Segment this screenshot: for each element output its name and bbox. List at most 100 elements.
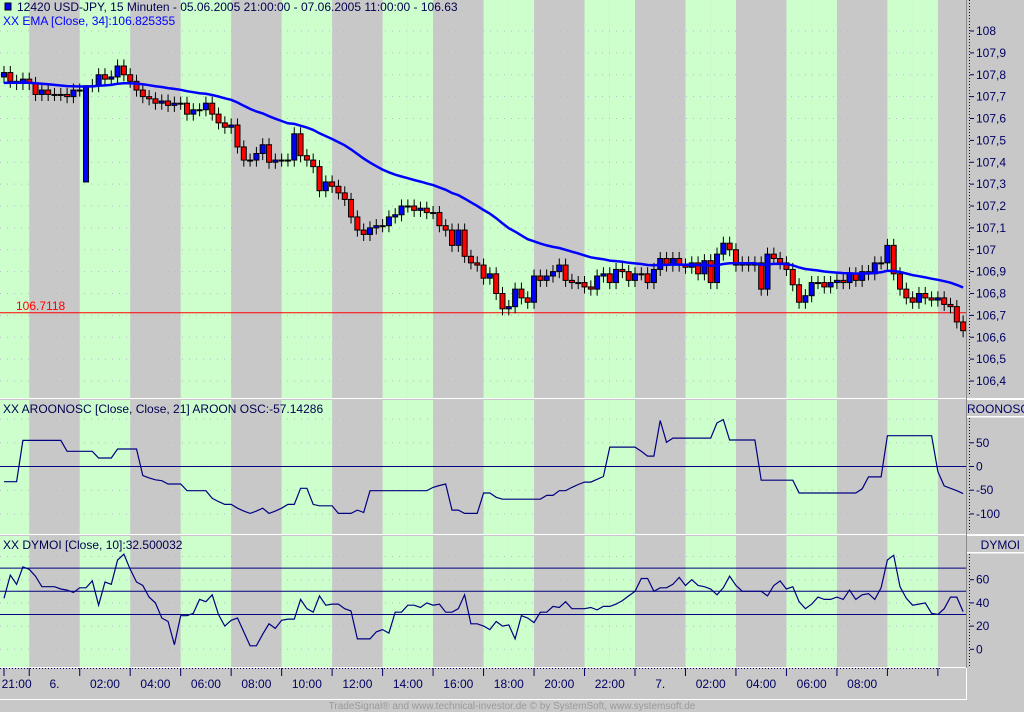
candle[interactable] (228, 118, 235, 134)
ema-line[interactable] (3, 81, 964, 289)
candle[interactable] (442, 219, 449, 237)
candle[interactable] (101, 68, 108, 86)
candle[interactable] (158, 94, 165, 110)
candle[interactable] (650, 262, 657, 290)
candle[interactable] (57, 87, 64, 101)
candle[interactable] (385, 210, 392, 233)
candle[interactable] (183, 96, 190, 121)
candle[interactable] (165, 94, 172, 112)
candle[interactable] (499, 286, 506, 316)
candle[interactable] (291, 127, 298, 167)
candle[interactable] (221, 116, 228, 134)
candle[interactable] (366, 221, 373, 241)
candle[interactable] (644, 267, 651, 290)
candle[interactable] (348, 192, 355, 224)
candle[interactable] (878, 256, 885, 270)
candle[interactable] (581, 276, 588, 294)
candle[interactable] (625, 265, 632, 287)
candle[interactable] (108, 70, 115, 86)
candle[interactable] (45, 83, 52, 102)
candle[interactable] (278, 153, 285, 167)
candle[interactable] (461, 223, 468, 263)
time-axis[interactable] (0, 668, 966, 699)
candle[interactable] (114, 59, 121, 84)
candle[interactable] (354, 210, 361, 237)
candle[interactable] (240, 140, 247, 167)
candle[interactable] (613, 262, 620, 290)
candle[interactable] (726, 236, 733, 257)
candle[interactable] (934, 291, 941, 307)
candle[interactable] (127, 68, 134, 88)
candle[interactable] (310, 153, 317, 174)
candle[interactable] (770, 247, 777, 266)
candle[interactable] (171, 96, 178, 112)
candle[interactable] (543, 269, 550, 287)
candle[interactable] (915, 286, 922, 309)
candle[interactable] (922, 286, 929, 305)
candle[interactable] (329, 175, 336, 193)
candle[interactable] (556, 258, 563, 279)
candle[interactable] (859, 265, 866, 287)
candle[interactable] (234, 118, 241, 154)
candle[interactable] (732, 243, 739, 272)
candle[interactable] (600, 267, 607, 283)
candle[interactable] (253, 146, 260, 167)
candle[interactable] (1, 66, 7, 84)
candle[interactable] (562, 258, 569, 287)
candle[interactable] (796, 278, 803, 309)
candle[interactable] (411, 199, 418, 217)
candle[interactable] (720, 236, 727, 261)
candle[interactable] (423, 201, 430, 220)
dymoi-panel[interactable] (0, 553, 966, 647)
candle[interactable] (449, 223, 456, 252)
candle[interactable] (575, 276, 582, 290)
candle[interactable] (909, 291, 916, 309)
candle[interactable] (493, 267, 500, 301)
candle[interactable] (594, 269, 601, 296)
candle[interactable] (297, 127, 304, 163)
candle[interactable] (714, 247, 721, 290)
candle[interactable] (512, 282, 519, 314)
candle[interactable] (177, 96, 184, 110)
candle[interactable] (537, 269, 544, 287)
candle[interactable] (480, 258, 487, 285)
candle[interactable] (505, 300, 512, 316)
candle[interactable] (890, 238, 897, 281)
candle[interactable] (903, 282, 910, 305)
candle[interactable] (51, 87, 58, 101)
candle[interactable] (83, 85, 90, 183)
candle[interactable] (272, 153, 279, 169)
candle[interactable] (789, 262, 796, 292)
aroon-line[interactable] (4, 418, 964, 515)
candle[interactable] (133, 74, 140, 97)
candle[interactable] (695, 256, 702, 281)
candle[interactable] (202, 96, 209, 117)
candle[interactable] (392, 208, 399, 224)
candle[interactable] (316, 160, 323, 198)
candle[interactable] (341, 186, 348, 206)
candle[interactable] (808, 276, 815, 303)
dymoi-label[interactable]: XX DYMOI [Close, 10]:32.500032 (3, 538, 183, 552)
candle[interactable] (587, 280, 594, 296)
candle[interactable] (884, 238, 891, 270)
candle[interactable] (196, 103, 203, 117)
candle[interactable] (486, 267, 493, 285)
dymoi-line[interactable] (3, 553, 964, 647)
candle[interactable] (38, 83, 45, 102)
candle[interactable] (146, 90, 153, 106)
candle[interactable] (928, 291, 935, 307)
aroon-label[interactable]: XX AROONOSC [Close, Close, 21] AROON OSC… (3, 402, 323, 416)
candle[interactable] (190, 103, 197, 121)
candle[interactable] (941, 291, 948, 311)
price-panel[interactable] (0, 59, 967, 338)
candle[interactable] (64, 87, 71, 104)
candle[interactable] (455, 223, 462, 252)
candle[interactable] (814, 276, 821, 290)
candle[interactable] (398, 199, 405, 222)
candle[interactable] (215, 107, 222, 130)
candle[interactable] (840, 273, 847, 290)
candle[interactable] (833, 273, 840, 290)
candle[interactable] (120, 59, 127, 82)
candle[interactable] (638, 267, 645, 281)
candle[interactable] (619, 262, 626, 279)
